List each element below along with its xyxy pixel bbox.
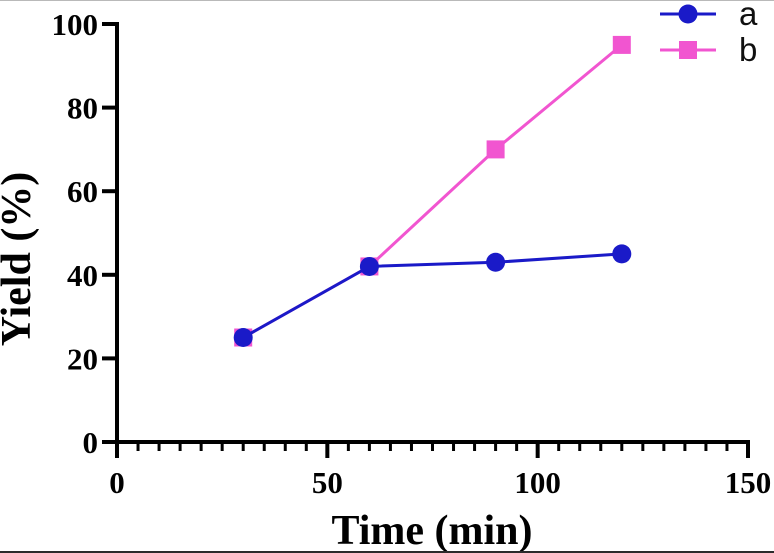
y-axis-title: Yield (%) [0, 172, 40, 347]
series-b-line [242, 43, 623, 339]
y-tick-label: 100 [52, 7, 99, 42]
legend-a-marker-circle-icon [678, 4, 698, 24]
x-tick-label: 150 [725, 465, 772, 500]
series-a-marker [612, 244, 632, 264]
y-tick-label: 60 [67, 174, 98, 209]
series-a-marker [233, 328, 253, 347]
legend-b-label: b [739, 31, 757, 68]
x-axis-title: Time (min) [331, 508, 532, 553]
y-tick-label: 20 [67, 341, 98, 376]
y-tick-label: 0 [83, 425, 99, 460]
y-tick-label: 80 [67, 91, 98, 126]
legend-b-marker-square-icon [679, 41, 697, 59]
series-b-marker [486, 140, 505, 159]
series-a-line [242, 252, 622, 339]
x-tick-label: 100 [514, 465, 561, 500]
y-tick-label: 40 [67, 258, 98, 293]
legend-a-label: a [739, 1, 758, 32]
x-tick-label: 0 [109, 465, 125, 500]
series-a-marker [359, 256, 379, 276]
series-a-marker [486, 252, 506, 272]
series-b-marker [612, 35, 631, 54]
x-tick-label: 50 [312, 465, 343, 500]
